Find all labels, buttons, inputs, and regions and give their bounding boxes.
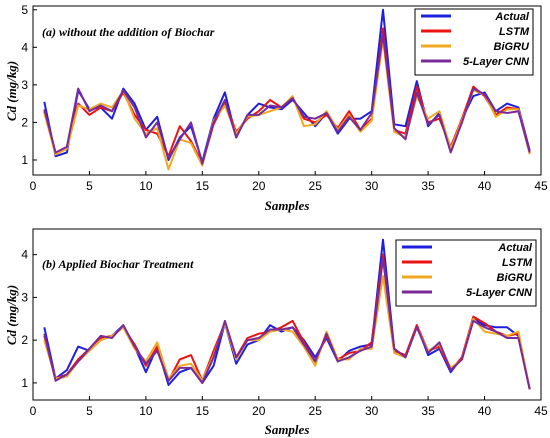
series-line-5-layer-cnn <box>43 257 531 390</box>
x-tick-label: 45 <box>534 404 548 418</box>
y-tick-label: 4 <box>21 248 28 262</box>
legend-label: 5-Layer CNN <box>466 287 533 299</box>
series-lines <box>43 8 531 171</box>
legend-items: Actual LSTM BiGRU 5-Layer CNN <box>421 11 530 68</box>
x-axis-label: Samples <box>265 422 310 437</box>
axis-ticks: 0 5 10 15 20 25 30 35 40 45 1 2 3 4 <box>21 248 548 418</box>
panel-title: (b) Applied Biochar Treatment <box>42 257 194 271</box>
legend-label: LSTM <box>502 257 533 269</box>
y-tick-label: 2 <box>21 333 28 347</box>
legend-label: Actual <box>497 242 533 254</box>
legend: Actual LSTM BiGRU 5-Layer CNN <box>395 239 537 307</box>
legend-label: LSTM <box>499 26 530 38</box>
y-tick-label: 1 <box>21 376 28 390</box>
x-tick-label: 40 <box>478 404 492 418</box>
panel-title: (a) without the addition of Biochar <box>42 25 215 39</box>
x-tick-label: 20 <box>252 404 266 418</box>
y-tick-label: 3 <box>21 78 28 92</box>
series-line-5-layer-cnn <box>43 33 531 165</box>
x-tick-label: 35 <box>421 179 435 193</box>
x-tick-label: 30 <box>365 404 379 418</box>
plot-frame <box>32 5 542 176</box>
panel-a: (a) without the addition of Biochar Cd (… <box>4 3 548 213</box>
y-tick-label: 5 <box>21 3 28 17</box>
x-tick-label: 0 <box>30 404 37 418</box>
y-tick-label: 2 <box>21 115 28 129</box>
y-tick-label: 3 <box>21 290 28 304</box>
legend-items: Actual LSTM BiGRU 5-Layer CNN <box>402 242 533 299</box>
x-tick-label: 10 <box>139 179 153 193</box>
x-tick-label: 15 <box>196 404 210 418</box>
x-tick-label: 25 <box>309 404 323 418</box>
x-tick-label: 0 <box>30 179 37 193</box>
x-tick-label: 5 <box>86 404 93 418</box>
x-tick-label: 5 <box>86 179 93 193</box>
legend-box <box>414 8 534 76</box>
x-tick-label: 45 <box>534 179 548 193</box>
legend: Actual LSTM BiGRU 5-Layer CNN <box>414 8 534 76</box>
y-axis-label: Cd (mg/kg) <box>4 285 19 345</box>
legend-box <box>395 239 537 307</box>
panel-b: (b) Applied Biochar Treatment Cd (mg/kg)… <box>4 228 548 437</box>
x-tick-label: 25 <box>309 179 323 193</box>
y-axis-label: Cd (mg/kg) <box>4 61 19 121</box>
x-tick-label: 40 <box>478 179 492 193</box>
x-tick-label: 15 <box>196 179 210 193</box>
legend-label: Actual <box>494 11 530 23</box>
legend-label: BiGRU <box>497 272 534 284</box>
x-tick-label: 35 <box>421 404 435 418</box>
x-tick-label: 30 <box>365 179 379 193</box>
legend-label: BiGRU <box>494 41 531 53</box>
y-tick-label: 4 <box>21 40 28 54</box>
plot-frame <box>32 228 542 401</box>
x-axis-label: Samples <box>265 198 310 213</box>
y-tick-label: 1 <box>21 153 28 167</box>
x-tick-label: 10 <box>139 404 153 418</box>
legend-label: 5-Layer CNN <box>463 56 530 68</box>
series-lines <box>43 238 531 390</box>
x-tick-label: 20 <box>252 179 266 193</box>
